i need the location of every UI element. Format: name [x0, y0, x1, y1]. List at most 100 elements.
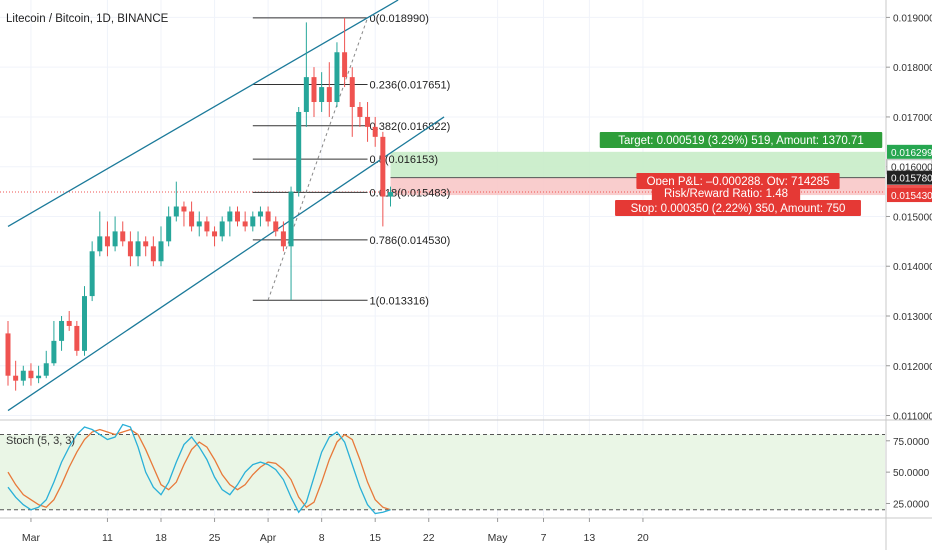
- price-tick-label: 0.011000: [893, 412, 932, 423]
- candle-body: [43, 363, 49, 376]
- stoch-tick-label: 50.0000: [893, 468, 930, 479]
- candle-body: [227, 211, 233, 222]
- stop-label: Stop: 0.000350 (2.22%) 350, Amount: 750: [631, 203, 846, 215]
- candle-body: [212, 231, 218, 237]
- candle-body: [357, 106, 363, 117]
- fib-level-label: 0.5(0.016153): [370, 154, 439, 166]
- candle-body: [196, 221, 202, 227]
- chart-title: Litecoin / Bitcoin, 1D, BINANCE: [6, 13, 169, 25]
- candle-body: [13, 375, 19, 381]
- candle-body: [242, 221, 248, 227]
- stoch-k-line: [7, 423, 391, 515]
- time-tick-label: 15: [369, 532, 381, 544]
- candle-body: [342, 52, 348, 78]
- candle-body: [303, 77, 309, 112]
- candle-body: [219, 221, 225, 237]
- stochastic-title: Stoch (5, 3, 3): [6, 435, 75, 447]
- candle-body: [28, 370, 34, 379]
- candle-body: [388, 192, 393, 197]
- time-tick-label: 8: [319, 532, 325, 544]
- time-tick-label: 22: [423, 532, 435, 544]
- time-tick-label: 13: [584, 532, 596, 544]
- candle-body: [20, 370, 26, 381]
- position-labels: Target: 0.000519 (3.29%) 519, Amount: 13…: [599, 132, 883, 216]
- candle-body: [150, 246, 156, 262]
- candle-body: [135, 241, 141, 257]
- stoch-band-fill: [0, 434, 885, 510]
- candle-body: [288, 191, 294, 247]
- candle-body: [143, 241, 149, 247]
- candle-body: [349, 77, 355, 107]
- candle-body: [59, 320, 65, 341]
- candle-body: [166, 216, 172, 242]
- candle-body: [173, 206, 179, 217]
- candle-body: [334, 52, 340, 103]
- stoch-tick-label: 25.0000: [893, 499, 930, 510]
- candle-body: [66, 320, 72, 326]
- stoch-tick-label: 75.0000: [893, 437, 930, 448]
- candle-body: [235, 211, 240, 222]
- price-tag-bg: [887, 170, 932, 185]
- time-tick-label: May: [488, 532, 509, 544]
- candle-body: [319, 87, 325, 103]
- candle-body: [181, 206, 187, 212]
- candle-body: [372, 126, 378, 137]
- candle-body: [311, 77, 317, 103]
- candle-body: [326, 87, 332, 103]
- price-tick-label: 0.017000: [893, 113, 932, 124]
- candle-body: [273, 221, 279, 232]
- candle-body: [158, 241, 164, 262]
- fib-level-label: 0(0.018990): [370, 13, 429, 25]
- candle-body: [104, 236, 110, 247]
- price-tag: 0.015430: [891, 191, 932, 202]
- rr-label: Risk/Reward Ratio: 1.48: [664, 188, 788, 200]
- candle-body: [127, 241, 133, 257]
- price-tick-label: 0.012000: [893, 362, 932, 373]
- candlesticks: [5, 17, 393, 391]
- time-tick-label: Apr: [260, 532, 277, 544]
- candle-body: [112, 231, 118, 247]
- grid-lines: [0, 0, 885, 516]
- target-label-bg: [599, 132, 883, 148]
- price-tag: 0.016000: [891, 163, 932, 174]
- price-tick-label: 0.013000: [893, 312, 932, 323]
- candle-body: [89, 251, 95, 297]
- candle-body: [189, 211, 195, 227]
- time-tick-label: Mar: [22, 532, 41, 544]
- stoch-d-line: [7, 428, 391, 511]
- candle-body: [74, 325, 80, 351]
- candle-body: [36, 375, 42, 379]
- candle-body: [365, 116, 371, 127]
- fib-level-label: 0.236(0.017651): [370, 80, 451, 92]
- price-tag-bg: [887, 144, 932, 159]
- candle-body: [51, 340, 57, 364]
- fib-level-label: 1(0.013316): [370, 295, 429, 307]
- rr-label-bg: [651, 185, 801, 201]
- candle-body: [250, 216, 256, 227]
- candle-body: [82, 296, 87, 351]
- fib-retracement[interactable]: 0(0.018990) 0.236(0.017651) 0.382(0.016822…: [252, 13, 451, 307]
- time-tick-label: 25: [209, 532, 221, 544]
- channel-lower-line: [7, 116, 445, 412]
- trend-channel[interactable]: [7, 0, 445, 412]
- price-tick-label: 0.019000: [893, 13, 932, 24]
- price-tick-label: 0.014000: [893, 262, 932, 273]
- price-tag: 0.016299: [891, 148, 932, 159]
- price-tick-label: 0.018000: [893, 63, 932, 74]
- candle-body: [257, 211, 263, 217]
- time-tick-label: 20: [637, 532, 649, 544]
- candle-body: [97, 236, 103, 252]
- candle-body: [296, 111, 302, 192]
- candle-body: [280, 231, 286, 247]
- price-tag: 0.015780: [891, 174, 932, 185]
- stochastic-pane: [0, 423, 885, 515]
- price-tag-bg: [887, 188, 932, 203]
- fib-level-label: 0.382(0.016822): [370, 121, 451, 133]
- candle-body: [265, 211, 271, 222]
- candle-body: [204, 221, 210, 232]
- time-tick-label: 7: [541, 532, 547, 544]
- stop-label-bg: [615, 200, 861, 216]
